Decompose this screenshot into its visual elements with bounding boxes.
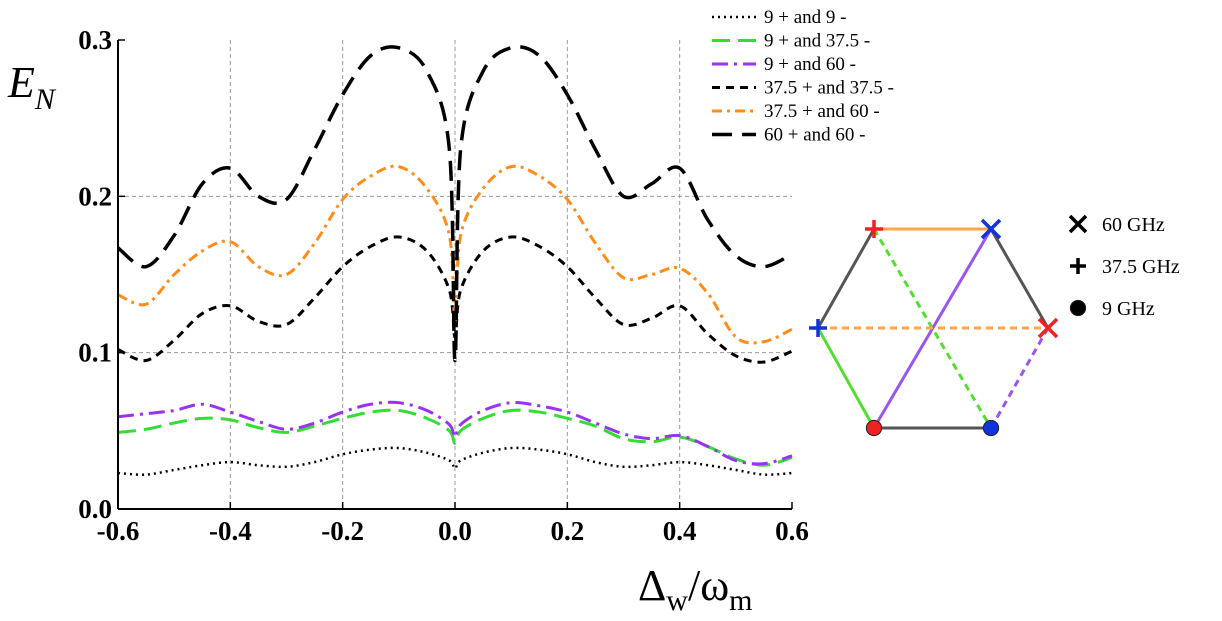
hexagon-node-bottom-right (982, 419, 1000, 437)
key-symbol-dot (1069, 299, 1087, 317)
x-tick-label: -0.6 (97, 516, 140, 546)
legend-label: 9 + and 37.5 - (764, 31, 870, 52)
hexagon-edge (816, 327, 876, 429)
x-tick-label: 0.6 (775, 516, 809, 546)
hexagon-edge (989, 327, 1050, 429)
frequency-key: 60 GHz 37.5 GHz 9 GHz (1068, 214, 1180, 320)
x-tick-label: 0.4 (663, 516, 697, 546)
y-tick-label: 0.0 (78, 494, 112, 524)
legend-label: 9 + and 60 - (764, 54, 856, 75)
series-line-5 (116, 45, 793, 363)
series-line-4 (117, 164, 793, 345)
legend-label: 37.5 + and 37.5 - (764, 78, 894, 99)
hexagon-node-left (809, 319, 827, 337)
x-tick-label: 0.0 (438, 516, 472, 546)
hexagon-node-right (1037, 317, 1059, 339)
x-tick-label: -0.4 (209, 516, 252, 546)
legend: 9 + and 9 - 9 + and 37.5 -9 + and 60 - 37.… (712, 7, 894, 146)
hexagon-node-bottom-left (865, 419, 883, 437)
hexagon-node-top-right (980, 218, 1002, 240)
legend-label: 9 + and 9 - (764, 7, 846, 28)
y-axis-label: EN (7, 58, 57, 116)
y-tick-label: 0.3 (78, 25, 112, 55)
hexagon-edge (989, 228, 1050, 329)
legend-label: 37.5 + and 60 - (764, 101, 880, 122)
key-label: 60 GHz (1102, 214, 1165, 236)
key-symbol-plus (1070, 258, 1086, 274)
tick-labels: -0.6 -0.4 -0.2 0.0 0.2 0.4 0.6 0.0 0.1 0.2 0.3 (78, 25, 809, 546)
axes (117, 39, 793, 510)
x-axis-label: Δw/ωm (638, 561, 753, 617)
key-label: 37.5 GHz (1102, 256, 1180, 278)
key-label: 9 GHz (1102, 298, 1155, 320)
series-line-1 (117, 408, 793, 467)
hexagon-edge (872, 228, 993, 429)
legend-label: 60 + and 60 - (764, 125, 865, 146)
series-line-2 (117, 400, 793, 466)
key-symbol-cross (1068, 214, 1088, 234)
y-tick-label: 0.1 (78, 338, 112, 368)
x-tick-label: -0.2 (321, 516, 364, 546)
x-tick-label: 0.2 (550, 516, 584, 546)
hexagon-diagram (809, 218, 1059, 437)
hexagon-node-top-left (865, 220, 883, 238)
hexagon-edge (816, 228, 876, 329)
y-tick-label: 0.2 (78, 181, 112, 211)
series-line-0 (117, 446, 793, 476)
series-lines (116, 45, 793, 476)
